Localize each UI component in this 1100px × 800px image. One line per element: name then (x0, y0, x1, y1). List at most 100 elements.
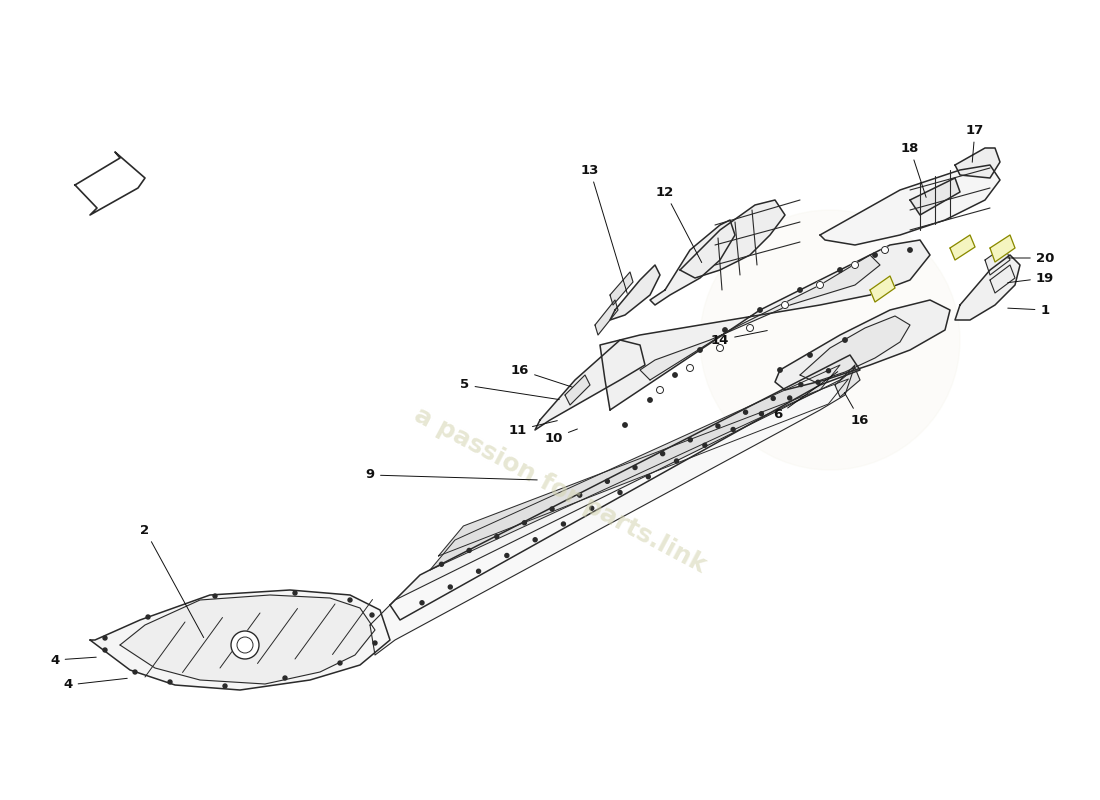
Circle shape (723, 328, 727, 332)
Polygon shape (955, 148, 1000, 178)
Text: 20: 20 (1008, 251, 1054, 265)
Circle shape (133, 670, 138, 674)
Polygon shape (955, 255, 1020, 320)
Circle shape (223, 684, 227, 688)
Circle shape (798, 288, 802, 292)
Circle shape (908, 248, 912, 252)
Circle shape (732, 427, 735, 431)
Circle shape (103, 636, 107, 640)
Circle shape (686, 365, 693, 371)
Circle shape (449, 585, 452, 589)
Text: 13: 13 (581, 163, 627, 294)
Circle shape (647, 474, 650, 478)
Text: 16: 16 (510, 363, 572, 387)
Circle shape (759, 412, 763, 416)
Circle shape (590, 506, 594, 510)
Circle shape (674, 459, 679, 463)
Circle shape (561, 522, 565, 526)
Circle shape (657, 386, 663, 394)
Polygon shape (75, 152, 145, 215)
Circle shape (872, 253, 877, 258)
Circle shape (283, 676, 287, 680)
Polygon shape (650, 220, 735, 305)
Circle shape (146, 615, 150, 619)
Circle shape (550, 507, 554, 511)
Circle shape (348, 598, 352, 602)
Polygon shape (370, 365, 855, 655)
Text: 18: 18 (901, 142, 926, 198)
Circle shape (673, 373, 678, 378)
Circle shape (605, 479, 609, 483)
Polygon shape (820, 165, 1000, 245)
Circle shape (476, 570, 481, 574)
Polygon shape (535, 340, 645, 430)
Polygon shape (610, 272, 632, 305)
Circle shape (716, 424, 719, 428)
Circle shape (440, 562, 443, 566)
Circle shape (231, 631, 258, 659)
Circle shape (851, 262, 858, 269)
Polygon shape (776, 300, 950, 390)
Circle shape (843, 338, 847, 342)
Polygon shape (990, 235, 1015, 262)
Circle shape (213, 594, 217, 598)
Circle shape (534, 538, 537, 542)
Polygon shape (610, 265, 660, 320)
Polygon shape (120, 595, 375, 684)
Circle shape (838, 268, 843, 272)
Polygon shape (439, 379, 848, 556)
Polygon shape (595, 300, 618, 335)
Polygon shape (565, 375, 590, 405)
Text: 14: 14 (711, 330, 768, 346)
Polygon shape (680, 200, 785, 278)
Circle shape (697, 348, 702, 352)
Text: 4: 4 (64, 678, 128, 691)
Polygon shape (600, 240, 930, 410)
Circle shape (816, 282, 824, 289)
Polygon shape (430, 365, 840, 570)
Circle shape (505, 554, 509, 558)
Polygon shape (910, 178, 960, 215)
Circle shape (236, 637, 253, 653)
Circle shape (700, 210, 960, 470)
Circle shape (799, 382, 803, 386)
Circle shape (758, 308, 762, 312)
Circle shape (703, 443, 707, 447)
Circle shape (578, 493, 582, 497)
Polygon shape (90, 590, 390, 690)
Circle shape (338, 661, 342, 665)
Circle shape (826, 369, 830, 373)
Circle shape (632, 466, 637, 470)
Circle shape (468, 549, 471, 553)
Circle shape (373, 641, 377, 645)
Circle shape (103, 648, 107, 652)
Circle shape (495, 534, 498, 538)
Text: 5: 5 (461, 378, 559, 399)
Circle shape (744, 410, 748, 414)
Polygon shape (800, 316, 910, 382)
Text: 1: 1 (1008, 303, 1049, 317)
Text: 17: 17 (966, 123, 984, 162)
Circle shape (168, 680, 172, 684)
Circle shape (623, 422, 627, 427)
Polygon shape (990, 265, 1015, 293)
Circle shape (816, 380, 820, 384)
Text: 9: 9 (366, 469, 537, 482)
Circle shape (771, 396, 775, 400)
Circle shape (648, 398, 652, 402)
Text: 2: 2 (141, 523, 204, 638)
Text: 12: 12 (656, 186, 702, 262)
Circle shape (689, 438, 692, 442)
Circle shape (778, 368, 782, 372)
Polygon shape (950, 235, 975, 260)
Circle shape (781, 302, 789, 309)
Text: 19: 19 (1008, 271, 1054, 285)
Circle shape (661, 452, 664, 456)
Text: 11: 11 (508, 421, 558, 437)
Polygon shape (870, 276, 895, 302)
Polygon shape (984, 246, 1010, 275)
Circle shape (522, 521, 527, 525)
Text: 4: 4 (51, 654, 96, 666)
Text: a passion for parts.link: a passion for parts.link (410, 402, 710, 578)
Text: 6: 6 (773, 372, 838, 422)
